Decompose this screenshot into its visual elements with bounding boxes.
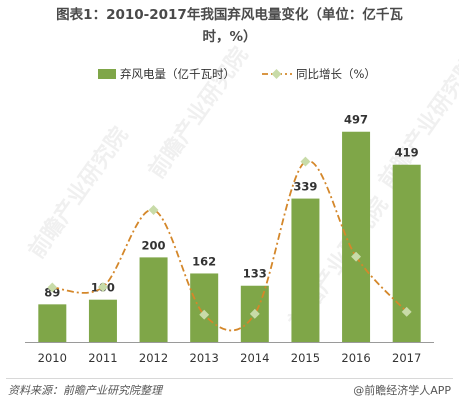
x-tick-label: 2014 <box>240 351 269 365</box>
legend-label-bar: 弃风电量（亿千瓦时） <box>120 67 235 81</box>
legend-label-line: 同比增长（%） <box>296 67 376 81</box>
bar-value-label: 200 <box>142 238 166 252</box>
brand-text: @前瞻经济学人APP <box>353 384 451 397</box>
chart-title-line-2: 时，%） <box>202 29 257 45</box>
x-tick-label: 2011 <box>88 351 117 365</box>
watermark-text: 前瞻产业研究院 <box>24 122 134 263</box>
bar-value-label: 162 <box>192 254 216 268</box>
bar-series <box>38 131 421 342</box>
growth-line <box>52 160 408 332</box>
line-point <box>300 156 311 167</box>
x-tick-label: 2013 <box>190 351 219 365</box>
bar <box>139 257 168 342</box>
bar-value-label: 339 <box>293 180 317 194</box>
x-tick-label: 2017 <box>392 351 421 365</box>
line-point <box>401 306 412 317</box>
chart-title-line-1: 图表1：2010-2017年我国弃风电量变化（单位：亿千瓦 <box>56 7 403 23</box>
bar <box>88 299 117 342</box>
x-tick-label: 2010 <box>38 351 67 365</box>
bar <box>342 131 371 342</box>
bar-value-label: 419 <box>395 146 419 160</box>
watermark-text: 前瞻产业研究院 <box>144 42 254 183</box>
legend-swatch-bar <box>98 69 116 79</box>
x-tick-label: 2015 <box>291 351 320 365</box>
bar-value-label: 133 <box>243 267 267 281</box>
chart-title: 图表1：2010-2017年我国弃风电量变化（单位：亿千瓦 时，%） <box>0 4 459 48</box>
x-tick-label: 2016 <box>341 351 370 365</box>
bar <box>38 304 67 342</box>
footer-divider <box>6 378 453 379</box>
line-point <box>351 251 362 262</box>
legend-marker-line <box>271 69 282 79</box>
x-tick-label: 2012 <box>139 351 168 365</box>
line-point <box>249 308 260 319</box>
legend: 弃风电量（亿千瓦时） 同比增长（%） <box>98 67 376 81</box>
brand-credit: @前瞻经济学人APP <box>353 382 451 398</box>
line-point <box>199 309 210 320</box>
bar <box>291 198 320 342</box>
line-point <box>148 205 159 215</box>
bar <box>190 273 219 342</box>
x-axis: 2010 2011 2012 2013 2014 2015 2016 2017 <box>25 342 434 365</box>
source-note: 资料来源：前瞻产业研究院整理 <box>8 384 162 397</box>
bar-value-label: 497 <box>344 113 368 127</box>
